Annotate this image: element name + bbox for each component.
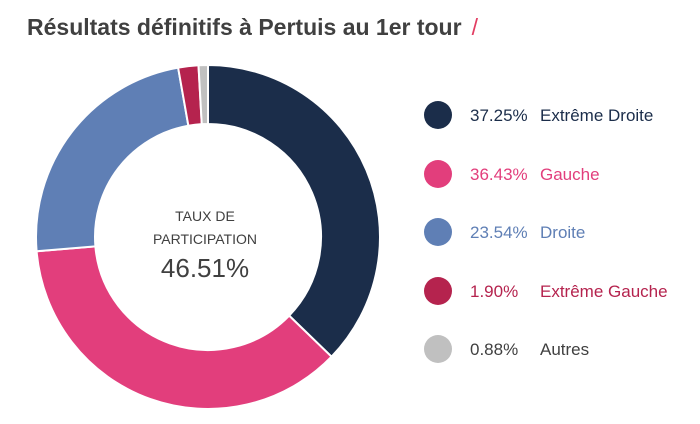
legend-percent: 1.90%	[470, 281, 519, 301]
donut-slice-droite	[35, 66, 190, 253]
participation-caption-line1: TAUX DE	[175, 208, 235, 224]
legend-percent: 37.25%	[470, 106, 528, 125]
legend-percent: 23.54%	[470, 223, 528, 242]
legend-percent: 0.88%	[470, 340, 519, 359]
legend-label: Autres	[540, 340, 590, 359]
title-text: Résultats définitifs à Pertuis au 1er to…	[27, 14, 462, 40]
donut-slice-extr-me-droite	[207, 63, 381, 359]
legend-label: Extrême Droite	[540, 106, 654, 125]
legend-swatch	[424, 101, 452, 129]
legend-swatch	[424, 335, 452, 363]
legend-swatch	[424, 159, 452, 188]
donut-slice-autres	[197, 63, 209, 126]
donut-slice-gauche	[35, 245, 333, 410]
participation-caption-line2: PARTICIPATION	[153, 231, 257, 247]
legend-label: Gauche	[540, 164, 600, 184]
participation-value: 46.51%	[160, 253, 250, 283]
legend-label: Droite	[540, 223, 586, 242]
legend-label: Extrême Gauche	[540, 281, 668, 301]
title-slash: /	[471, 14, 478, 40]
chart-title: Résultats définitifs à Pertuis au 1er to…	[27, 14, 478, 41]
legend-swatch	[424, 276, 452, 305]
legend-swatch	[424, 218, 452, 246]
legend-percent: 36.43%	[470, 164, 528, 184]
participation-label: TAUX DE PARTICIPATION 46.51%	[130, 205, 280, 283]
